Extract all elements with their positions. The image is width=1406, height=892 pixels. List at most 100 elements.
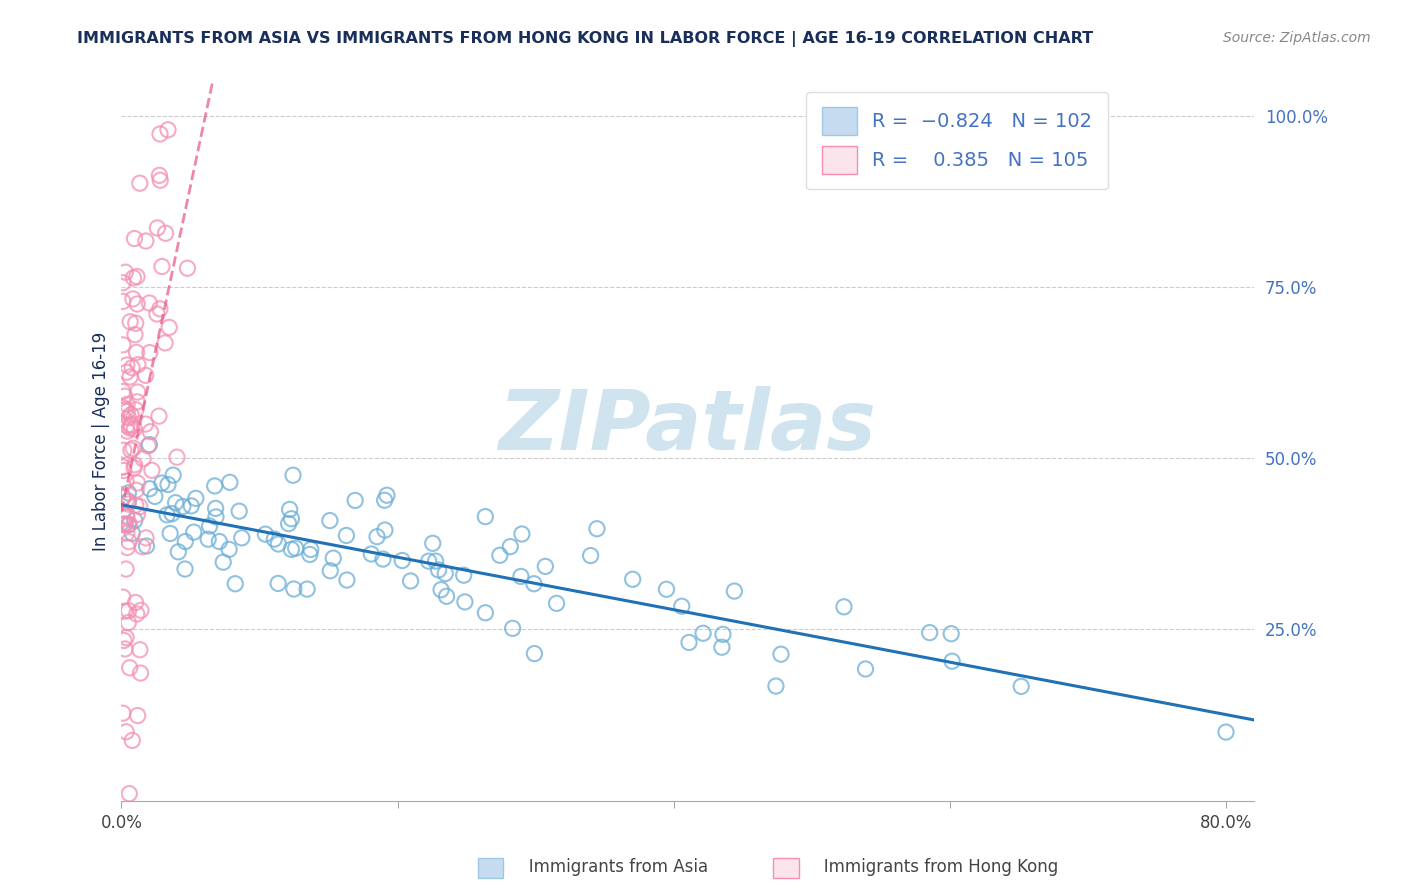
Point	[111, 517, 134, 532]
Point	[344, 493, 367, 508]
Point	[138, 296, 160, 310]
Point	[127, 297, 149, 311]
Point	[115, 397, 138, 411]
Point	[122, 271, 145, 285]
Point	[111, 490, 134, 504]
Point	[117, 615, 139, 630]
Point	[117, 486, 139, 500]
Point	[117, 494, 139, 508]
Point	[111, 460, 134, 475]
Point	[711, 627, 734, 641]
Point	[114, 604, 136, 618]
Point	[138, 437, 160, 451]
Point	[124, 422, 146, 436]
Text: IMMIGRANTS FROM ASIA VS IMMIGRANTS FROM HONG KONG IN LABOR FORCE | AGE 16-19 COR: IMMIGRANTS FROM ASIA VS IMMIGRANTS FROM …	[77, 31, 1094, 47]
Point	[523, 647, 546, 661]
Point	[111, 590, 134, 604]
Point	[374, 523, 396, 537]
Point	[430, 582, 453, 597]
Point	[112, 463, 135, 477]
Point	[122, 292, 145, 306]
Point	[115, 508, 138, 523]
Point	[115, 418, 138, 433]
Point	[278, 502, 301, 516]
Point	[115, 631, 138, 645]
Point	[579, 549, 602, 563]
Point	[418, 554, 440, 568]
Point	[174, 562, 197, 576]
Point	[114, 389, 136, 403]
Text: Source: ZipAtlas.com: Source: ZipAtlas.com	[1223, 31, 1371, 45]
Point	[769, 647, 792, 661]
Point	[153, 335, 176, 350]
Y-axis label: In Labor Force | Age 16-19: In Labor Force | Age 16-19	[93, 332, 110, 551]
Point	[723, 584, 745, 599]
Point	[141, 463, 163, 477]
Point	[434, 566, 457, 581]
Point	[115, 724, 138, 739]
Point	[150, 260, 173, 274]
Point	[162, 468, 184, 483]
Point	[122, 441, 145, 455]
Point	[127, 384, 149, 399]
Point	[167, 545, 190, 559]
Point	[204, 501, 226, 516]
Point	[671, 599, 693, 614]
Point	[375, 488, 398, 502]
Point	[918, 625, 941, 640]
Point	[546, 596, 568, 610]
Point	[120, 417, 142, 432]
Point	[267, 537, 290, 551]
Point	[127, 394, 149, 409]
Point	[129, 642, 152, 657]
Point	[510, 527, 533, 541]
Point	[366, 530, 388, 544]
Point	[621, 572, 644, 586]
Point	[111, 276, 134, 290]
Point	[155, 227, 177, 241]
Point	[254, 527, 277, 541]
Point	[120, 315, 142, 329]
Point	[117, 424, 139, 438]
Point	[228, 504, 250, 518]
Point	[586, 522, 609, 536]
Point	[231, 531, 253, 545]
Point	[120, 370, 142, 384]
Point	[295, 582, 318, 596]
Point	[117, 497, 139, 511]
Point	[224, 576, 246, 591]
Point	[425, 554, 447, 568]
Point	[121, 733, 143, 747]
Point	[135, 368, 157, 383]
Point	[157, 477, 180, 491]
Point	[125, 345, 148, 359]
Point	[283, 582, 305, 596]
Point	[149, 301, 172, 316]
Point	[157, 320, 180, 334]
Point	[115, 358, 138, 372]
Point	[174, 534, 197, 549]
Point	[422, 536, 444, 550]
Point	[218, 542, 240, 557]
Point	[117, 404, 139, 418]
Point	[125, 269, 148, 284]
Point	[146, 221, 169, 235]
Point	[298, 548, 321, 562]
Point	[120, 408, 142, 422]
Point	[124, 513, 146, 527]
Text: Immigrants from Asia: Immigrants from Asia	[513, 858, 709, 876]
Point	[198, 519, 221, 533]
Point	[121, 526, 143, 541]
Point	[267, 576, 290, 591]
Point	[160, 507, 183, 521]
Point	[218, 475, 240, 490]
Point	[111, 294, 134, 309]
Point	[678, 635, 700, 649]
Point	[125, 607, 148, 621]
Point	[117, 517, 139, 532]
Point	[710, 640, 733, 655]
Point	[139, 425, 162, 439]
Point	[135, 531, 157, 545]
Point	[284, 541, 307, 556]
Point	[502, 621, 524, 635]
